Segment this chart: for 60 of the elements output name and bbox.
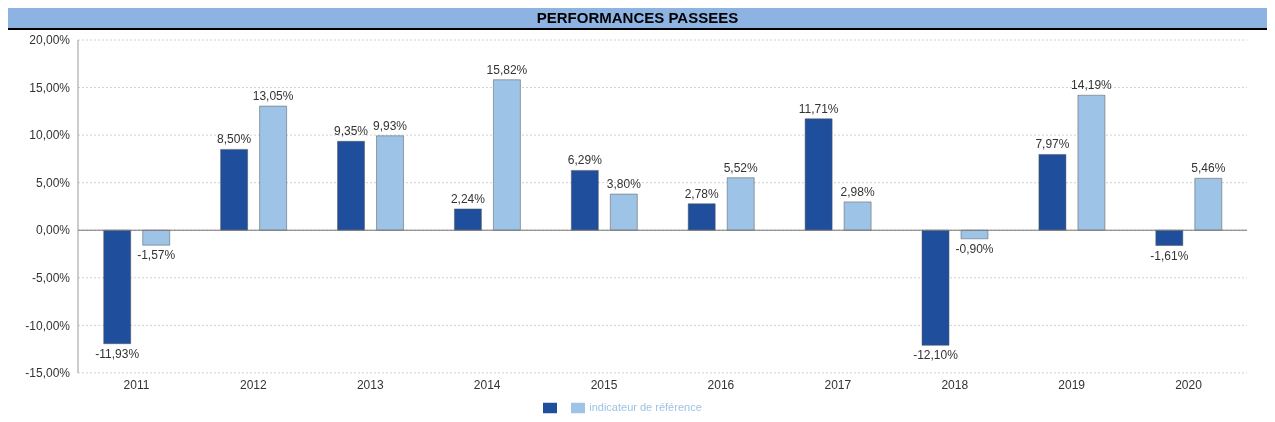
data-label: -1,57% bbox=[137, 248, 176, 263]
y-tick-label: -5,00% bbox=[31, 271, 71, 286]
bar bbox=[610, 193, 638, 231]
data-label: 9,35% bbox=[334, 124, 369, 139]
y-tick-label: 10,00% bbox=[29, 128, 71, 143]
bar bbox=[454, 208, 482, 231]
bar bbox=[103, 229, 131, 344]
bar bbox=[1155, 229, 1184, 246]
data-label: 14,19% bbox=[1071, 78, 1113, 93]
x-tick-label: 2018 bbox=[941, 378, 969, 393]
data-label: 2,24% bbox=[450, 191, 486, 206]
data-label: -11,93% bbox=[95, 346, 140, 361]
bar bbox=[337, 141, 365, 231]
bar bbox=[960, 229, 989, 240]
bar bbox=[921, 229, 950, 346]
data-label: 5,46% bbox=[1191, 161, 1226, 176]
bar bbox=[376, 135, 404, 231]
bar bbox=[1077, 95, 1106, 231]
chart-title: PERFORMANCES PASSEES bbox=[8, 8, 1267, 30]
bar bbox=[571, 170, 599, 231]
data-label: -0,90% bbox=[955, 241, 994, 256]
bar bbox=[259, 105, 287, 231]
data-label: 7,97% bbox=[1035, 137, 1070, 152]
data-label: 13,05% bbox=[252, 89, 294, 104]
data-label: -1,61% bbox=[1150, 248, 1189, 263]
x-tick-label: 2013 bbox=[356, 378, 384, 393]
data-label: -12,10% bbox=[913, 348, 959, 363]
x-tick-label: 2019 bbox=[1058, 378, 1086, 393]
x-tick-label: 2014 bbox=[473, 378, 501, 393]
y-tick-label: -15,00% bbox=[25, 366, 71, 381]
bar bbox=[1038, 154, 1067, 231]
data-label: 3,80% bbox=[606, 177, 642, 192]
x-tick-label: 2017 bbox=[824, 378, 852, 393]
bar bbox=[220, 149, 248, 231]
data-label: 9,93% bbox=[373, 118, 408, 133]
y-tick-label: 5,00% bbox=[35, 175, 71, 190]
y-tick-label: -10,00% bbox=[25, 318, 71, 333]
data-label: 2,98% bbox=[840, 184, 875, 199]
y-tick-label: 15,00% bbox=[29, 80, 71, 95]
x-tick-label: 2011 bbox=[123, 378, 150, 393]
x-tick-label: 2015 bbox=[590, 378, 618, 393]
x-tick-label: 2020 bbox=[1175, 378, 1203, 393]
data-label: 6,29% bbox=[567, 153, 603, 168]
data-label: 2,78% bbox=[684, 186, 720, 201]
bar bbox=[1194, 178, 1223, 231]
x-tick-label: 2016 bbox=[707, 378, 735, 393]
data-label: 11,71% bbox=[798, 101, 839, 116]
x-tick-label: 2012 bbox=[240, 378, 268, 393]
legend-label: indicateur de référence bbox=[589, 400, 702, 413]
bar bbox=[726, 177, 755, 231]
bar bbox=[843, 201, 872, 231]
bar bbox=[687, 203, 716, 231]
bar bbox=[142, 229, 170, 246]
bar bbox=[804, 118, 833, 231]
bar bbox=[493, 79, 521, 231]
data-label: 8,50% bbox=[217, 132, 252, 147]
y-tick-label: 20,00% bbox=[29, 33, 71, 48]
y-tick-label: 0,00% bbox=[35, 223, 71, 238]
data-label: 15,82% bbox=[486, 62, 528, 77]
data-label: 5,52% bbox=[723, 160, 759, 175]
